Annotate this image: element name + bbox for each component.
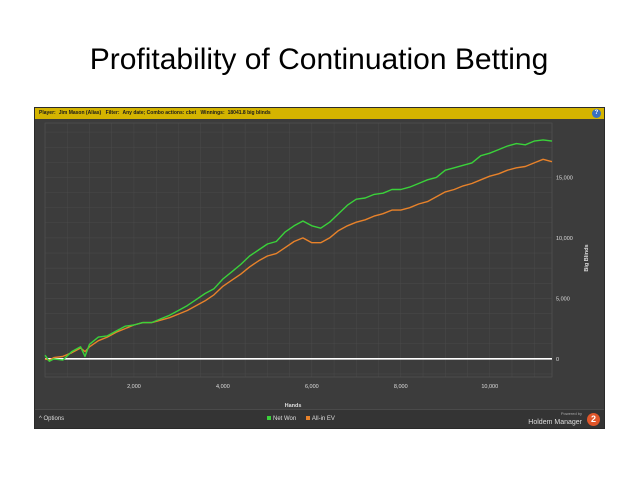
legend-swatch-all-in-ev — [305, 416, 310, 421]
series-line-all-in-ev — [44, 158, 553, 361]
legend-item-all-in-ev[interactable]: All-in EV — [305, 416, 335, 422]
legend-item-net-won[interactable]: Net Won — [267, 416, 296, 422]
y-axis-label: Big Blinds — [584, 244, 590, 271]
x-tick-label: 2,000 — [127, 384, 141, 390]
x-tick-label: 10,000 — [481, 384, 498, 390]
winnings-label: Winnings: — [200, 110, 225, 116]
plot-background — [35, 119, 604, 409]
legend-swatch-net-won — [267, 416, 271, 421]
options-button[interactable]: ^ Options — [39, 416, 65, 422]
x-tick-label: 6,000 — [305, 384, 319, 390]
y-tick-label: 15,000 — [556, 175, 573, 181]
slide-title: Profitability of Continuation Betting — [89, 43, 549, 76]
graph-info-bar: Player: Jim Mason (Alias) Filter: Any date… — [35, 108, 604, 119]
legend-label-all-in-ev: All-in EV — [311, 416, 335, 422]
graph-footer: ^ Options Net Won All-in EV Powered by H… — [35, 409, 604, 428]
winnings-value: 18041.8 big blinds — [227, 110, 271, 116]
help-icon[interactable]: ? — [592, 109, 601, 118]
x-tick-label: 4,000 — [216, 384, 230, 390]
x-tick-label: 8,000 — [394, 384, 408, 390]
series-group — [44, 139, 553, 363]
holdem-manager-graph-window: Player: Jim Mason (Alias) Filter: Any date… — [35, 108, 604, 428]
product-name: Holdem Manager — [528, 419, 582, 426]
x-tick-labels: 2,000 4,000 6,000 8,000 10,000 — [127, 384, 498, 390]
player-value: Jim Mason (Alias) — [58, 110, 102, 116]
x-axis-label: Hands — [285, 403, 302, 409]
y-tick-label: 0 — [556, 357, 559, 363]
y-tick-labels: 0 5,000 10,000 15,000 — [556, 175, 573, 362]
series-line-net-won — [44, 139, 553, 363]
powered-by-label: Powered by — [560, 411, 582, 416]
plot-border — [44, 122, 553, 378]
winnings-line-chart: 2,000 4,000 6,000 8,000 10,000 0 5,000 10,000 1… — [35, 119, 604, 409]
legend: Net Won All-in EV — [267, 414, 343, 424]
holdem-manager-logo-icon: 2 — [587, 413, 600, 426]
y-tick-label: 10,000 — [556, 236, 573, 242]
grid-lines — [44, 122, 553, 378]
legend-label-net-won: Net Won — [273, 416, 297, 422]
player-label: Player: — [39, 110, 56, 116]
filter-label: Filter: — [105, 110, 120, 116]
y-tick-label: 5,000 — [556, 296, 570, 302]
filter-value: Any date; Combo actions: cbet — [122, 110, 197, 116]
